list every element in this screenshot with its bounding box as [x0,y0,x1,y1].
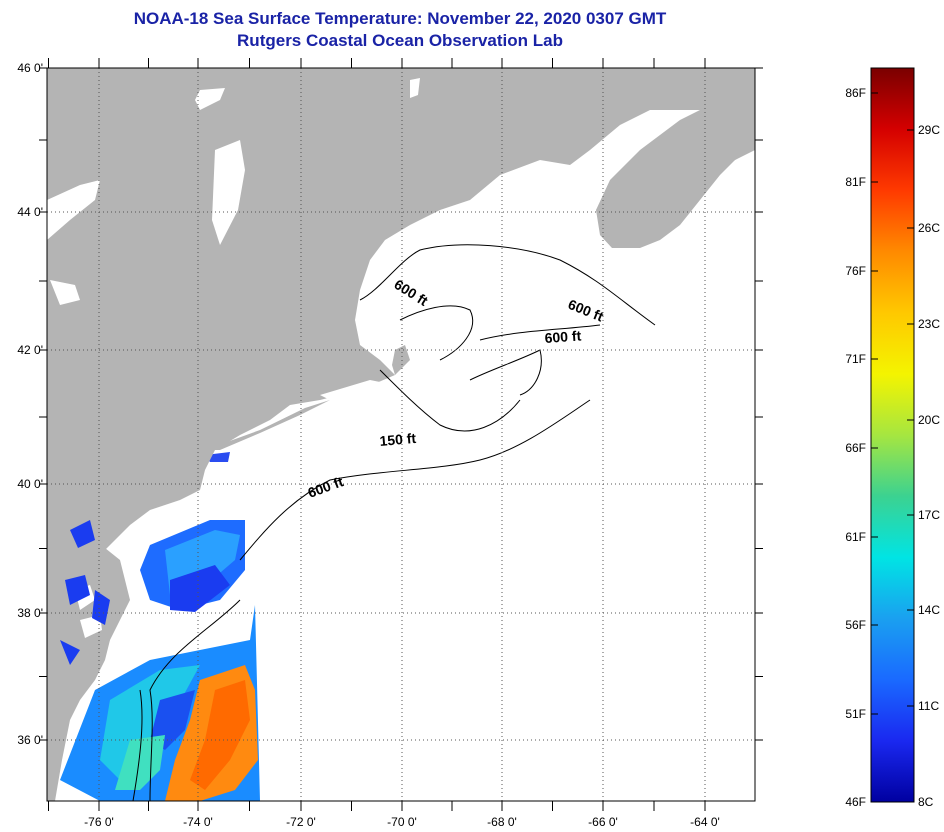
axis-ticks [39,58,763,811]
lon-label: -68 0' [487,815,517,829]
fahrenheit-label: 76F [845,264,866,278]
fahrenheit-label: 66F [845,441,866,455]
lon-label: -70 0' [387,815,417,829]
fahrenheit-labels: 86F 81F 76F 71F 66F 61F 56F 51F 46F [845,86,866,809]
title-line-2: Rutgers Coastal Ocean Observation Lab [237,31,563,50]
celsius-labels: 29C 26C 23C 20C 17C 14C 11C 8C [918,123,940,809]
celsius-label: 11C [918,699,939,713]
map-title: NOAA-18 Sea Surface Temperature: Novembe… [0,8,800,52]
fahrenheit-label: 51F [845,707,866,721]
title-line-1: NOAA-18 Sea Surface Temperature: Novembe… [133,9,667,28]
sst-data-swath [60,452,260,801]
lon-label: -66 0' [588,815,618,829]
colorbar-gradient [870,67,915,803]
contour-label: 150 ft [379,430,417,449]
map-frame [46,67,756,802]
fahrenheit-label: 46F [845,795,866,809]
celsius-label: 17C [918,508,940,522]
fahrenheit-label: 81F [845,175,866,189]
lon-label: -72 0' [286,815,316,829]
longitude-labels: -76 0' -74 0' -72 0' -70 0' -68 0' -66 0… [84,815,720,829]
colorbar-ticks [871,92,914,803]
inland-water [47,78,600,638]
lat-label: 36 0' [17,733,43,747]
latitude-labels: 46 0' 44 0' 42 0' 40 0' 38 0' 36 0' [17,61,43,747]
contour-label: 600 ft [544,327,582,346]
lat-label: 40 0' [17,477,43,491]
lon-label: -74 0' [183,815,213,829]
lat-label: 38 0' [17,606,43,620]
sst-map: 46 0' 44 0' 42 0' 40 0' 38 0' 36 0' -76 … [17,58,763,829]
celsius-label: 26C [918,221,940,235]
fahrenheit-label: 86F [845,86,866,100]
lon-label: -76 0' [84,815,114,829]
bathymetry-contours [132,244,656,801]
lon-label: -64 0' [690,815,720,829]
lat-label: 44 0' [17,205,43,219]
lat-label: 42 0' [17,343,43,357]
celsius-label: 29C [918,123,940,137]
fahrenheit-label: 71F [845,352,866,366]
celsius-label: 23C [918,317,940,331]
fahrenheit-label: 56F [845,618,866,632]
celsius-label: 8C [918,795,934,809]
celsius-label: 20C [918,413,940,427]
lat-label: 46 0' [17,61,43,75]
coastal-bays [60,520,110,665]
fahrenheit-label: 61F [845,530,866,544]
celsius-label: 14C [918,603,940,617]
